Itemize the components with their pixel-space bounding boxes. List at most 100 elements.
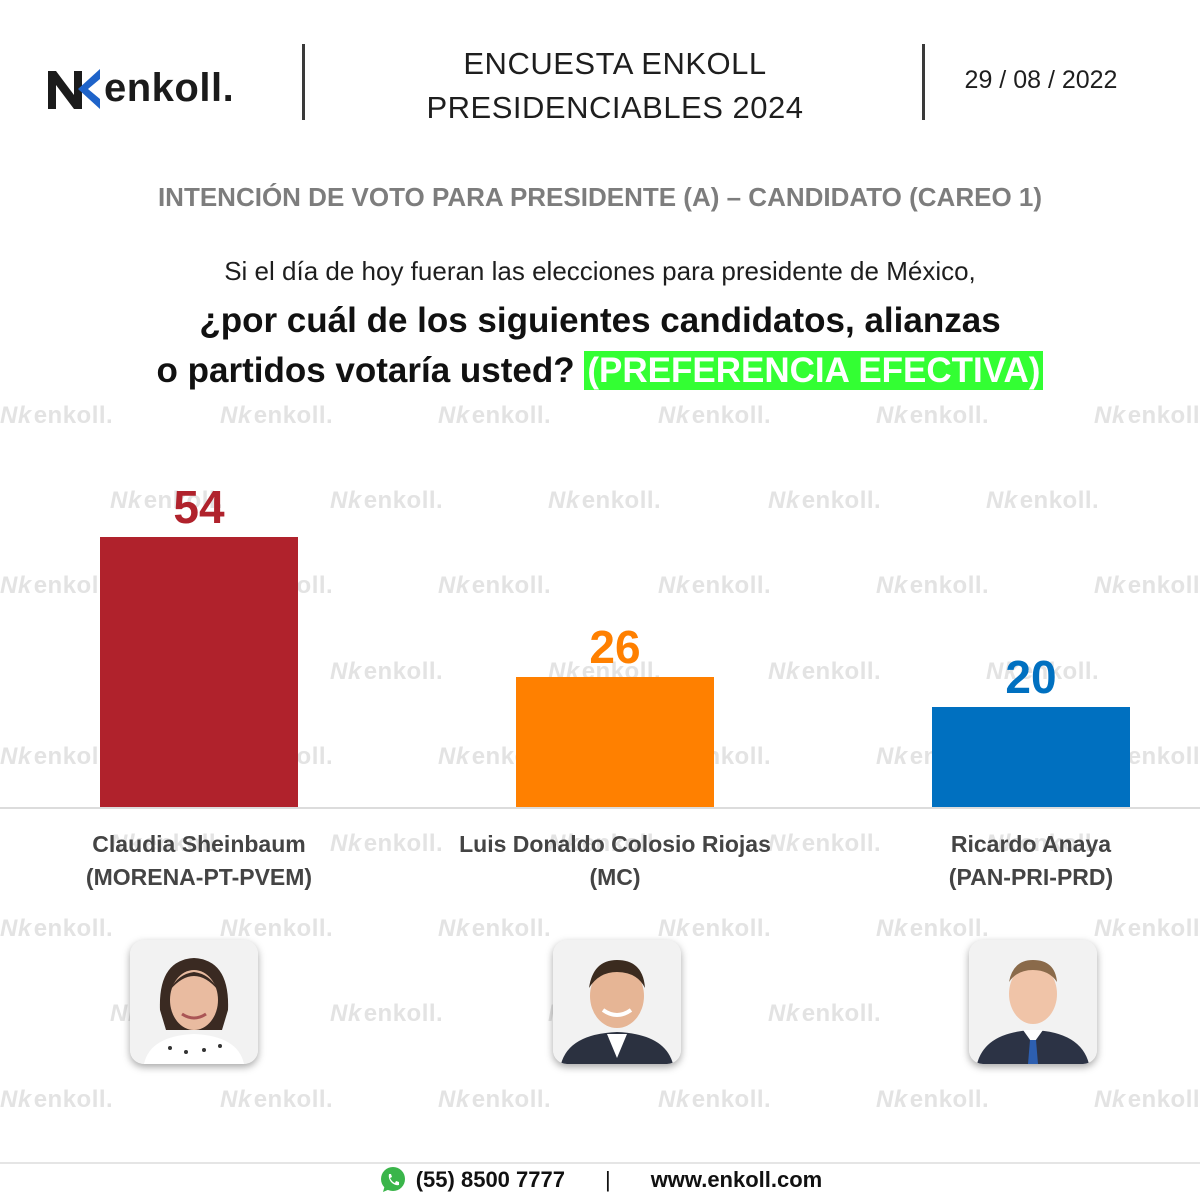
watermark-logo-icon: Nk bbox=[876, 915, 908, 942]
header-title-line2: PRESIDENCIABLES 2024 bbox=[426, 90, 804, 125]
watermark: Nkenkoll. bbox=[876, 402, 989, 430]
header-divider-right bbox=[922, 44, 925, 120]
watermark: Nkenkoll. bbox=[438, 402, 551, 430]
survey-date: 29 / 08 / 2022 bbox=[964, 66, 1118, 94]
watermark-logo-icon: Nk bbox=[1094, 1086, 1126, 1113]
candidate-name: Ricardo Anaya bbox=[950, 831, 1112, 857]
header-title: ENCUESTA ENKOLL PRESIDENCIABLES 2024 bbox=[330, 42, 900, 130]
watermark-logo-icon: Nk bbox=[768, 1000, 800, 1027]
bar-1 bbox=[100, 537, 298, 807]
watermark-text: enkoll. bbox=[1127, 1086, 1200, 1113]
enkoll-logo-icon bbox=[44, 65, 102, 111]
header-title-line1: ENCUESTA ENKOLL bbox=[463, 46, 767, 81]
enkoll-logo: enkoll. bbox=[44, 58, 234, 118]
watermark: Nkenkoll. bbox=[220, 915, 333, 943]
footer-divider bbox=[0, 1162, 1200, 1164]
website-link[interactable]: www.enkoll.com bbox=[650, 1167, 823, 1192]
watermark-logo-icon: Nk bbox=[438, 915, 470, 942]
watermark-logo-icon: Nk bbox=[0, 1086, 32, 1113]
watermark: Nkenkoll. bbox=[1094, 1086, 1200, 1114]
watermark: Nkenkoll. bbox=[876, 915, 989, 943]
watermark-text: enkoll. bbox=[33, 402, 114, 429]
question-line2: ¿por cuál de los siguientes candidatos, … bbox=[199, 301, 1001, 340]
watermark-text: enkoll. bbox=[801, 1000, 882, 1027]
watermark-text: enkoll. bbox=[909, 402, 990, 429]
watermark: Nkenkoll. bbox=[438, 915, 551, 943]
watermark-logo-icon: Nk bbox=[438, 1086, 470, 1113]
watermark-text: enkoll. bbox=[253, 402, 334, 429]
watermark: Nkenkoll. bbox=[0, 402, 113, 430]
candidate-name: Luis Donaldo Colosio Riojas bbox=[459, 831, 771, 857]
watermark-logo-icon: Nk bbox=[658, 915, 690, 942]
watermark-text: enkoll. bbox=[471, 402, 552, 429]
watermark: Nkenkoll. bbox=[0, 1086, 113, 1114]
watermark: Nkenkoll. bbox=[438, 1086, 551, 1114]
portrait-man-icon bbox=[969, 940, 1097, 1064]
watermark-logo-icon: Nk bbox=[220, 1086, 252, 1113]
portrait-man-icon bbox=[553, 940, 681, 1064]
watermark-logo-icon: Nk bbox=[658, 1086, 690, 1113]
watermark-text: enkoll. bbox=[691, 915, 772, 942]
watermark-text: enkoll. bbox=[33, 915, 114, 942]
candidate-label-anaya: Ricardo Anaya (PAN-PRI-PRD) bbox=[841, 828, 1200, 894]
watermark-text: enkoll. bbox=[253, 1086, 334, 1113]
vote-intention-bar-chart: 54 26 20 bbox=[0, 481, 1200, 809]
watermark: Nkenkoll. bbox=[220, 402, 333, 430]
candidate-label-colosio: Luis Donaldo Colosio Riojas (MC) bbox=[425, 828, 805, 894]
candidate-name: Claudia Sheinbaum bbox=[92, 831, 306, 857]
watermark: Nkenkoll. bbox=[0, 915, 113, 943]
question-line3: o partidos votaría usted? bbox=[156, 351, 575, 390]
watermark-logo-icon: Nk bbox=[876, 1086, 908, 1113]
watermark-text: enkoll. bbox=[909, 915, 990, 942]
header-divider-left bbox=[302, 44, 305, 120]
watermark-logo-icon: Nk bbox=[330, 1000, 362, 1027]
candidate-party: (MC) bbox=[589, 864, 641, 890]
watermark-logo-icon: Nk bbox=[1094, 915, 1126, 942]
watermark-text: enkoll. bbox=[33, 1086, 114, 1113]
effective-preference-highlight: (PREFERENCIA EFECTIVA) bbox=[584, 351, 1044, 390]
candidate-party: (PAN-PRI-PRD) bbox=[948, 864, 1114, 890]
watermark-logo-icon: Nk bbox=[438, 402, 470, 429]
chart-subtitle: INTENCIÓN DE VOTO PARA PRESIDENTE (A) – … bbox=[157, 182, 1043, 212]
watermark: Nkenkoll. bbox=[220, 1086, 333, 1114]
watermark-text: enkoll. bbox=[691, 402, 772, 429]
watermark: Nkenkoll. bbox=[658, 915, 771, 943]
watermark: Nkenkoll. bbox=[876, 1086, 989, 1114]
question-emphasis: ¿por cuál de los siguientes candidatos, … bbox=[0, 296, 1200, 396]
brand-name: enkoll. bbox=[104, 65, 235, 110]
bar-value-label-2: 26 bbox=[589, 621, 640, 673]
candidate-label-sheinbaum: Claudia Sheinbaum (MORENA-PT-PVEM) bbox=[9, 828, 389, 894]
watermark-text: enkoll. bbox=[253, 915, 334, 942]
watermark: Nkenkoll. bbox=[330, 1000, 443, 1028]
watermark: Nkenkoll. bbox=[1094, 402, 1200, 430]
bar-2 bbox=[516, 677, 714, 807]
bar-value-label-1: 54 bbox=[173, 481, 225, 533]
watermark-text: enkoll. bbox=[1127, 402, 1200, 429]
watermark-text: enkoll. bbox=[691, 1086, 772, 1113]
watermark: Nkenkoll. bbox=[658, 1086, 771, 1114]
watermark-text: enkoll. bbox=[909, 1086, 990, 1113]
footer: (55) 8500 7777 | www.enkoll.com bbox=[0, 1165, 1200, 1195]
footer-separator: | bbox=[604, 1167, 611, 1192]
watermark-text: enkoll. bbox=[471, 915, 552, 942]
watermark-text: enkoll. bbox=[1127, 915, 1200, 942]
watermark-text: enkoll. bbox=[363, 1000, 444, 1027]
watermark: Nkenkoll. bbox=[1094, 915, 1200, 943]
watermark-logo-icon: Nk bbox=[658, 402, 690, 429]
watermark-logo-icon: Nk bbox=[0, 402, 32, 429]
watermark-logo-icon: Nk bbox=[1094, 402, 1126, 429]
whatsapp-icon bbox=[380, 1167, 405, 1192]
portrait-woman-icon bbox=[130, 940, 258, 1064]
bar-3 bbox=[932, 707, 1130, 807]
watermark-logo-icon: Nk bbox=[220, 402, 252, 429]
watermark-logo-icon: Nk bbox=[876, 402, 908, 429]
question-line1: Si el día de hoy fueran las elecciones p… bbox=[224, 256, 976, 286]
watermark: Nkenkoll. bbox=[768, 1000, 881, 1028]
watermark-logo-icon: Nk bbox=[0, 915, 32, 942]
watermark: Nkenkoll. bbox=[658, 402, 771, 430]
candidate-party: (MORENA-PT-PVEM) bbox=[85, 864, 313, 890]
bar-value-label-3: 20 bbox=[1005, 651, 1056, 703]
watermark-text: enkoll. bbox=[471, 1086, 552, 1113]
contact-phone: (55) 8500 7777 bbox=[415, 1167, 565, 1192]
watermark-logo-icon: Nk bbox=[220, 915, 252, 942]
